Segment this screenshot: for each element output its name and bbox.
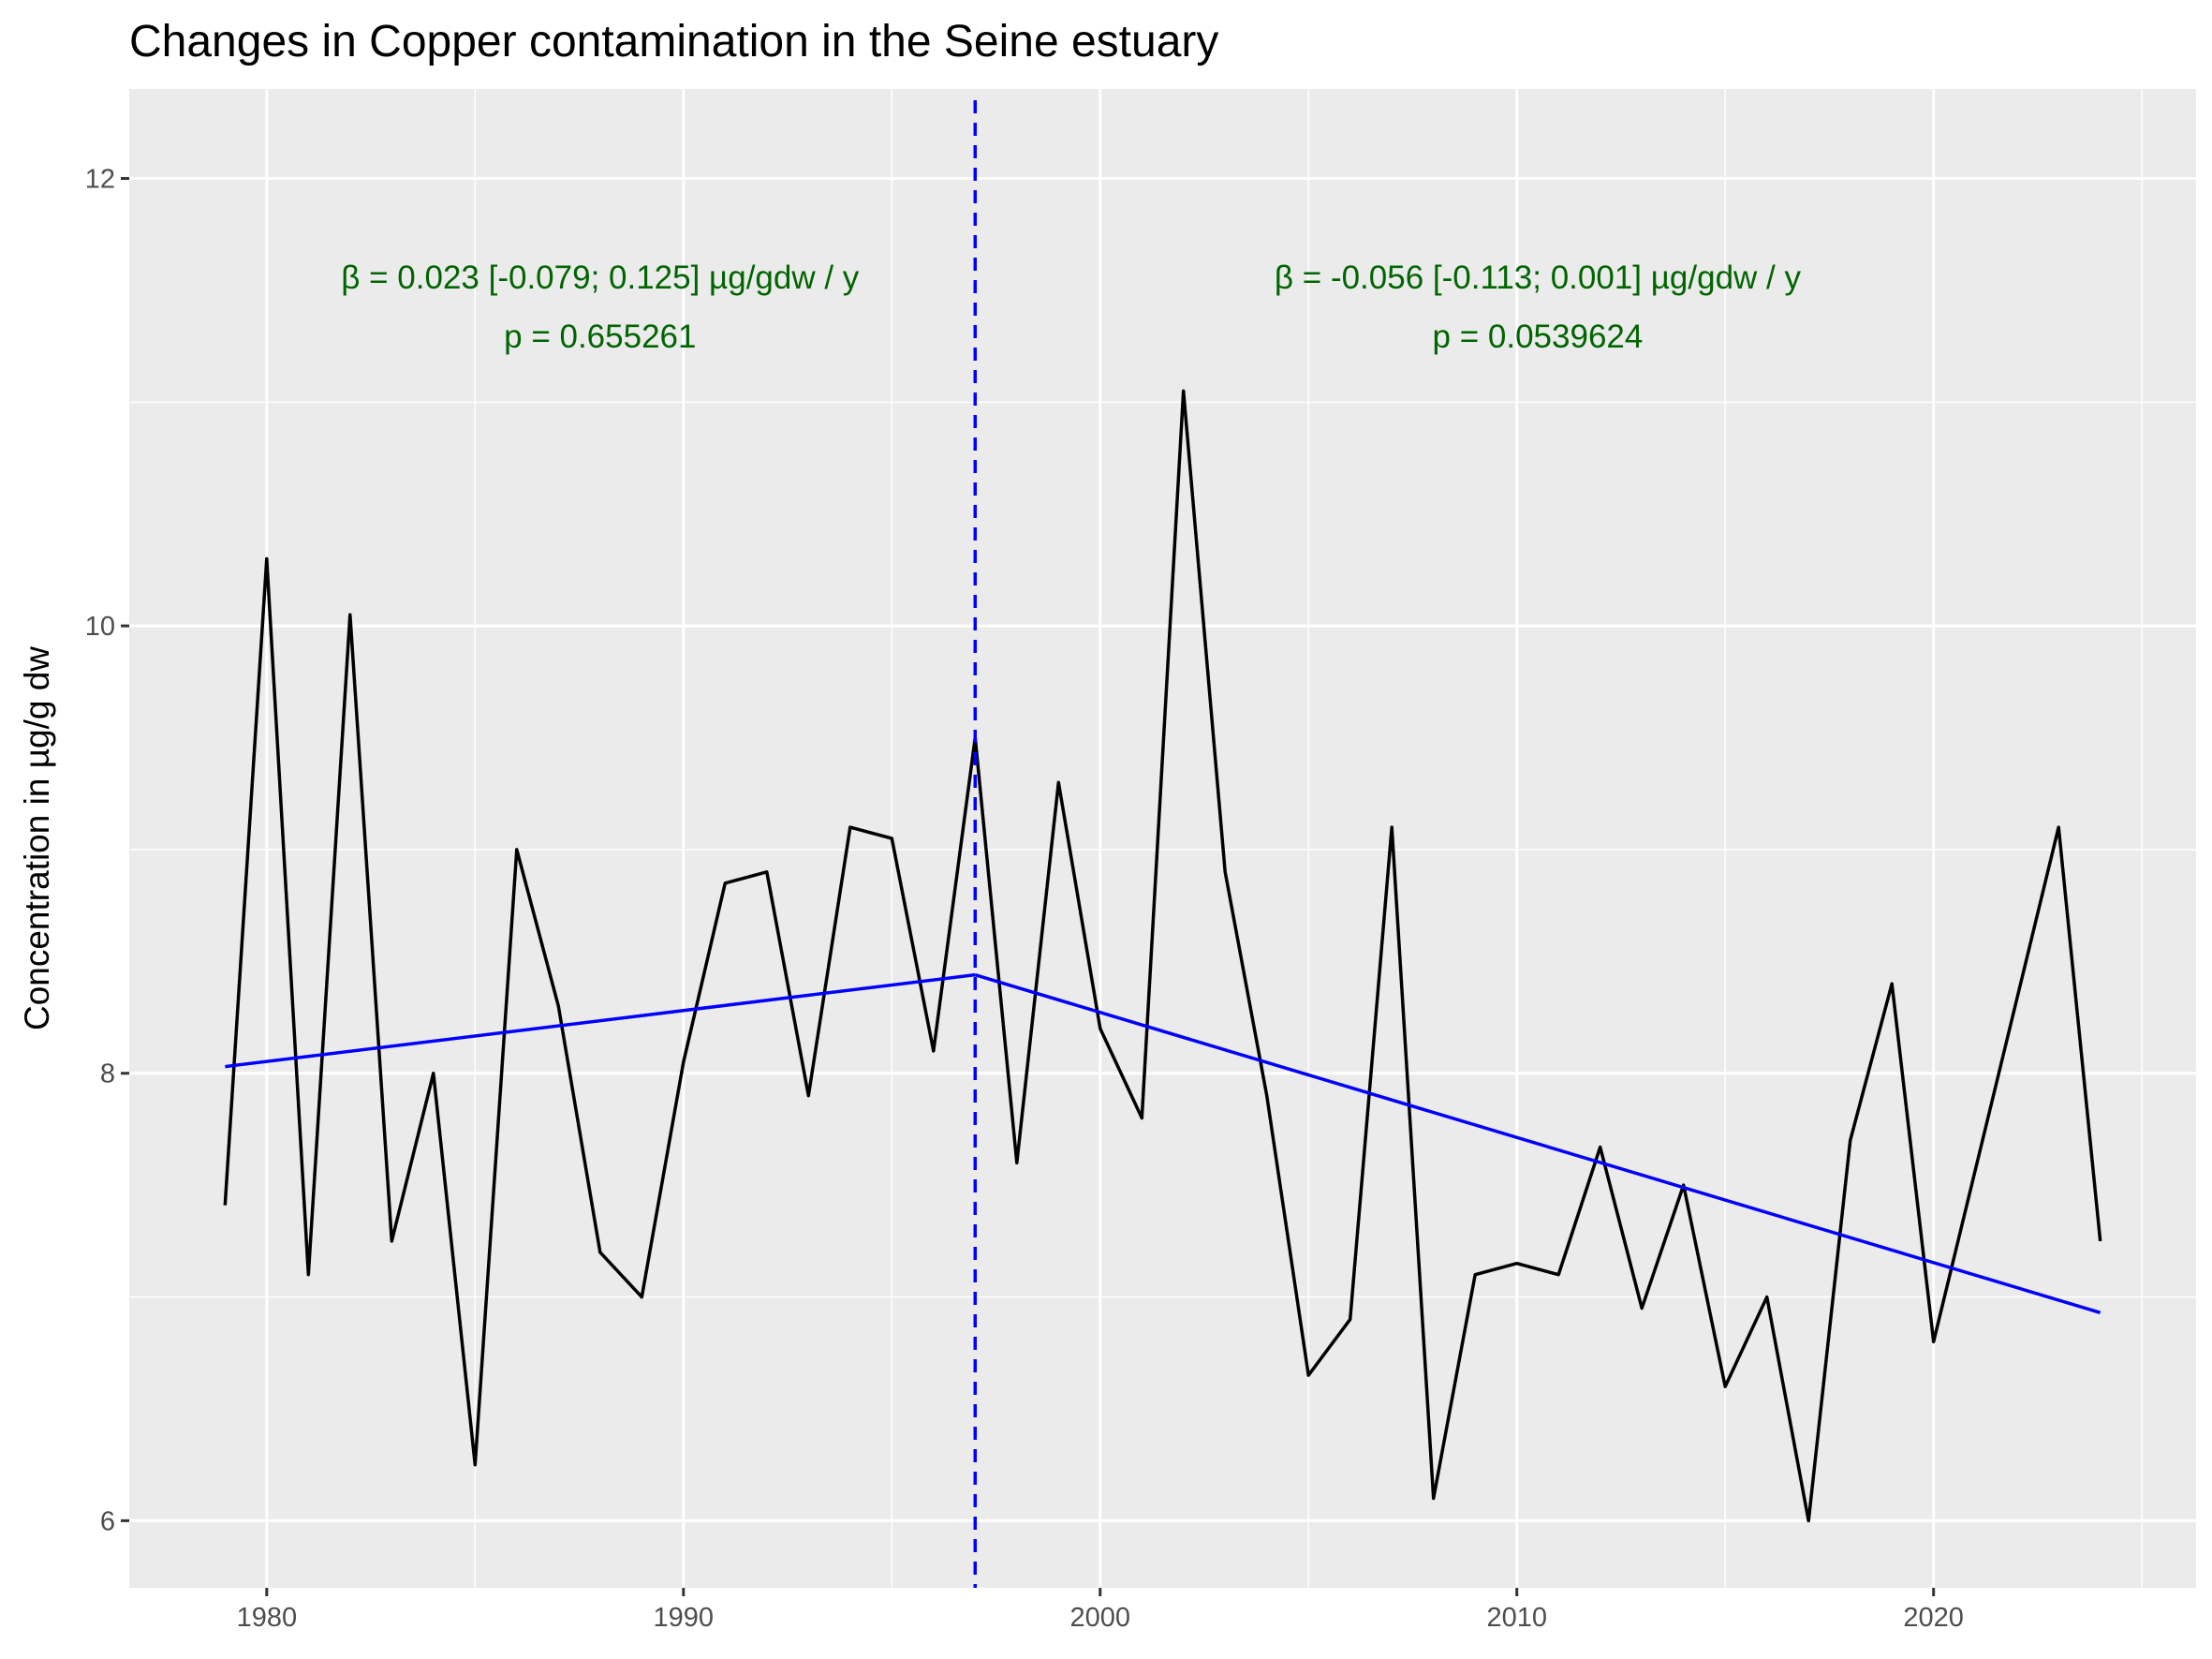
trend-line-segment	[225, 972, 976, 1069]
x-tick-label: 2020	[1903, 1603, 1964, 1633]
trend-lines	[225, 972, 2101, 1314]
minor-gridlines	[129, 89, 2196, 1588]
x-tick-label: 1990	[654, 1603, 715, 1633]
trend-line-segment	[974, 972, 2101, 1314]
y-axis-title: Concentration in µg/g dw	[18, 646, 56, 1030]
series-line	[223, 389, 2102, 1523]
y-axis: 6 8 10 12	[85, 165, 129, 1536]
y-tick-label: 10	[85, 612, 115, 642]
plot-panel	[129, 89, 2196, 1588]
annotation-left-p: p = 0.655261	[504, 318, 696, 355]
annotations: β = 0.023 [-0.079; 0.125] µg/gdw / y p =…	[341, 259, 1801, 355]
chart-title: Changes in Copper contamination in the S…	[129, 17, 1218, 67]
annotation-right-p: p = 0.0539624	[1433, 318, 1644, 355]
annotation-left-beta: β = 0.023 [-0.079; 0.125] µg/gdw / y	[341, 259, 860, 296]
data-series	[223, 389, 2102, 1523]
y-tick-label: 6	[100, 1506, 115, 1536]
x-tick-label: 1980	[237, 1603, 298, 1633]
y-tick-label: 8	[100, 1059, 115, 1089]
x-axis: 1980 1990 2000 2010 2020	[237, 1588, 1964, 1633]
y-tick-label: 12	[85, 165, 115, 195]
annotation-right-beta: β = -0.056 [-0.113; 0.001] µg/gdw / y	[1275, 259, 1802, 296]
x-tick-label: 2000	[1069, 1603, 1130, 1633]
x-tick-label: 2010	[1486, 1603, 1547, 1633]
